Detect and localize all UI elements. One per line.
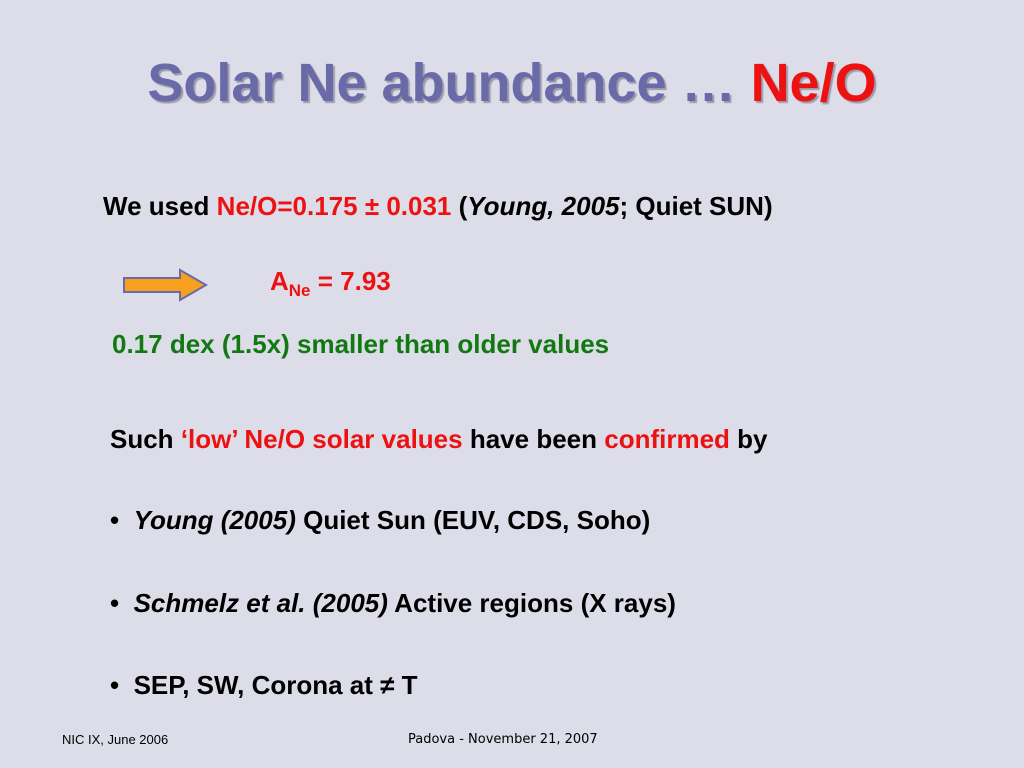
confirm-confirmed: confirmed [604,424,730,454]
bullet-ref: Young (2005) [133,505,296,535]
bullet: Schmelz et al. (2005) Active regions (X … [110,588,676,619]
title-main: Solar Ne abundance … [147,53,736,113]
confirm-lead: Such [110,424,174,454]
footer-left: NIC IX, June 2006 [62,732,169,747]
slide-title: Solar Ne abundance … Ne/O [0,52,1024,114]
bullet-text: SEP, SW, Corona at ≠ T [133,670,418,700]
title-highlight: Ne/O [750,53,877,113]
usage-open: ( [458,191,468,221]
note: 0.17 dex (1.5x) smaller than older value… [112,329,610,359]
usage-rest: ; Quiet SUN) [619,191,773,221]
confirm-middle: have been [469,424,598,454]
bullet-text: Quiet Sun (EUV, CDS, Soho) [303,505,651,535]
confirm-line: Such ‘low’ Ne/O solar values have been c… [110,424,768,455]
result-subscript: Ne [288,281,311,301]
result-symbol: A [270,266,289,296]
usage-lead: We used [103,191,210,221]
bullet: SEP, SW, Corona at ≠ T [110,670,418,701]
bullet-text: Active regions (X rays) [394,588,676,618]
confirm-low: ‘low’ Ne/O solar values [180,424,463,454]
arrow-shape [123,268,209,302]
result: ANe = 7.93 [270,266,391,301]
bullet: Young (2005) Quiet Sun (EUV, CDS, Soho) [110,505,651,536]
usage-ratio: Ne/O=0.175 ± 0.031 [216,191,452,221]
usage-line: We used Ne/O=0.175 ± 0.031 (Young, 2005;… [103,191,773,222]
arrow [123,268,209,302]
confirm-end: by [737,424,768,454]
result-value: = 7.93 [317,266,391,296]
bullet-ref: Schmelz et al. (2005) [133,588,388,618]
usage-source: Young, 2005 [467,191,620,221]
footer-center: Padova - November 21, 2007 [408,732,598,747]
